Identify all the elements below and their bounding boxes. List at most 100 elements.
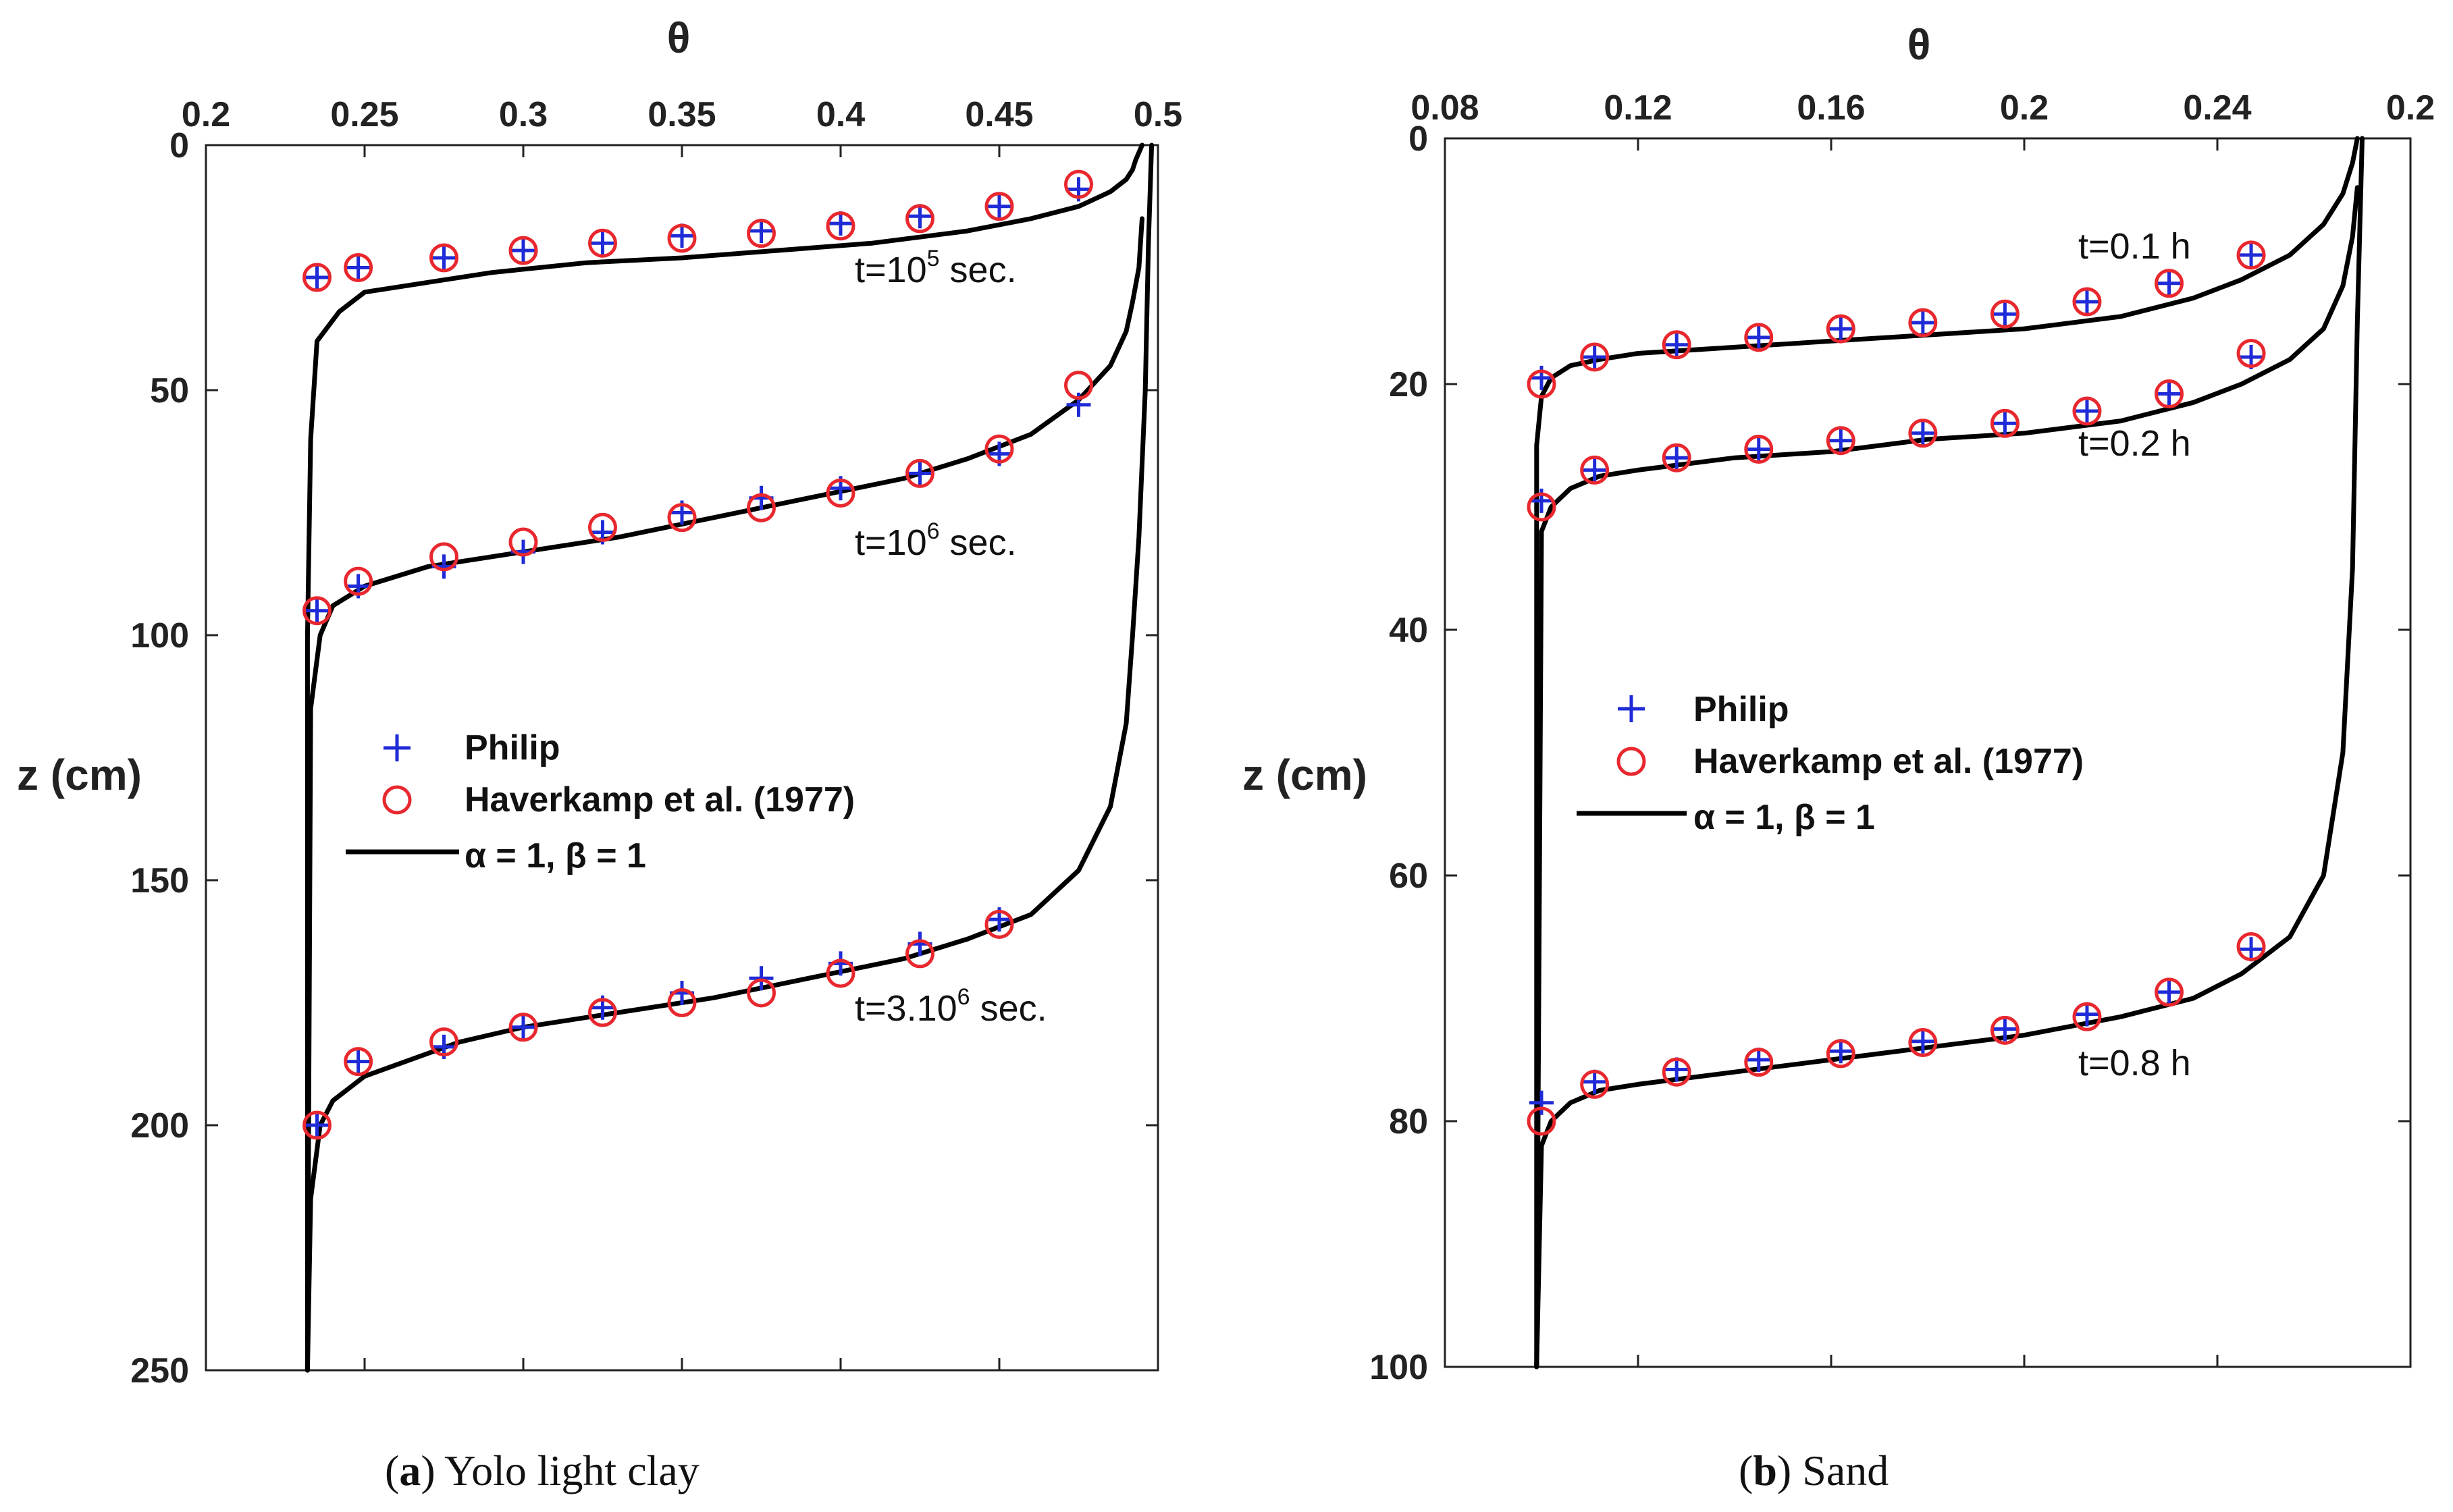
caption-a-letter: a — [399, 1447, 421, 1494]
haverkamp-point-b-17 — [2072, 396, 2102, 426]
haverkamp-point-a-30 — [905, 939, 934, 969]
philip-point-b-12 — [1664, 446, 1689, 470]
y-tick-label-b-3: 60 — [1389, 857, 1428, 896]
haverkamp-point-b-14 — [1826, 426, 1855, 456]
philip-point-a-7 — [828, 211, 853, 236]
legend-b-philip-label: Philip — [1693, 690, 1789, 729]
philip-point-a-22 — [305, 1113, 329, 1137]
y-tick-label-a-2: 100 — [130, 616, 189, 655]
haverkamp-point-b-27 — [2072, 1002, 2102, 1031]
haverkamp-point-a-12 — [344, 566, 373, 596]
haverkamp-point-b-15 — [1908, 418, 1938, 448]
haverkamp-point-a-19 — [905, 458, 934, 488]
legend-a-haverkamp-marker — [382, 785, 412, 815]
haverkamp-point-a-4 — [588, 228, 617, 258]
haverkamp-point-b-5 — [1908, 308, 1938, 338]
caption-a: (a) Yolo light clay — [385, 1447, 700, 1494]
annotation-a-t3-base: t=3.10 — [855, 988, 957, 1029]
philip-point-b-9 — [2239, 242, 2264, 267]
haverkamp-point-b-3 — [1744, 323, 1774, 352]
x-tick-label-a-2: 0.3 — [499, 95, 548, 134]
haverkamp-point-a-14 — [508, 527, 538, 557]
philip-point-a-6 — [749, 219, 774, 244]
haverkamp-point-a-1 — [344, 253, 373, 282]
plot-a: 0.2 0.25 0.3 0.35 0.4 0.45 0.5 0 50 100 150 200 250 — [130, 95, 1182, 1390]
y-axis-title-a: z (cm) — [17, 751, 142, 799]
haverkamp-point-a-25 — [508, 1013, 538, 1042]
annotation-a-t2-base: t=10 — [855, 522, 927, 563]
model-curve-b-2 — [1534, 185, 2360, 1370]
model-curve-a-1 — [305, 142, 1144, 1373]
x-tick-label-b-4: 0.24 — [2183, 88, 2251, 128]
haverkamp-point-b-1 — [1580, 342, 1610, 372]
philip-point-a-19 — [907, 461, 932, 486]
model-curve-b-3 — [1534, 136, 2365, 1370]
annotations-a: t=105 sec. t=106 sec. t=3.10 6 sec. — [855, 246, 1047, 1029]
philip-point-b-20 — [1529, 1090, 1554, 1115]
haverkamp-point-a-0 — [302, 263, 332, 292]
plot-frame-a — [205, 144, 1159, 1372]
philip-point-b-17 — [2074, 399, 2099, 424]
philip-point-a-3 — [511, 238, 535, 263]
philip-point-a-28 — [749, 966, 774, 991]
haverkamp-point-a-22 — [302, 1110, 332, 1140]
philip-point-b-18 — [2157, 381, 2182, 406]
caption-b-open: ( — [1739, 1447, 1753, 1494]
y-tick-label-a-5: 250 — [130, 1351, 189, 1390]
philip-point-b-22 — [1664, 1057, 1689, 1082]
haverkamp-point-a-18 — [826, 478, 855, 508]
annotation-a-t3-rest: sec. — [970, 988, 1047, 1029]
haverkamp-point-b-21 — [1580, 1069, 1610, 1099]
haverkamp-point-b-7 — [2072, 287, 2102, 317]
haverkamp-point-a-13 — [429, 542, 458, 572]
x-tick-label-a-4: 0.4 — [816, 95, 865, 134]
x-tick-label-a-6: 0.5 — [1134, 95, 1182, 134]
haverkamp-point-a-3 — [508, 236, 538, 265]
philip-point-b-0 — [1529, 365, 1554, 390]
philip-point-b-1 — [1582, 344, 1607, 369]
philip-point-a-4 — [590, 231, 615, 256]
philip-point-b-7 — [2074, 290, 2099, 315]
philip-point-b-5 — [1910, 310, 1935, 335]
haverkamp-point-b-6 — [1990, 299, 2020, 329]
annotation-a-t2-sup: 6 — [927, 518, 940, 544]
caption-a-open: ( — [385, 1447, 399, 1494]
legend-b-haverkamp-marker — [1616, 747, 1646, 776]
haverkamp-point-b-13 — [1744, 434, 1774, 464]
y-tick-label-a-0: 0 — [169, 126, 189, 165]
haverkamp-point-b-2 — [1662, 330, 1691, 360]
x-tick-label-b-5: 0.2 — [2386, 88, 2435, 128]
philip-point-b-2 — [1664, 332, 1689, 357]
x-tick-label-a-1: 0.25 — [330, 95, 398, 134]
legend-a-philip-label: Philip — [465, 728, 560, 767]
philip-point-b-26 — [1993, 1017, 2017, 1042]
legend-b-philip-marker — [1618, 695, 1645, 722]
haverkamp-point-a-7 — [826, 211, 855, 241]
caption-b: (b) Sand — [1739, 1447, 1889, 1494]
annotations-b: t=0.1 h t=0.2 h t=0.8 h — [2078, 226, 2191, 1083]
legend-a-model-label: α = 1, β = 1 — [465, 836, 646, 875]
x-tick-label-b-2: 0.16 — [1797, 88, 1865, 128]
panel-a-yolo-light-clay: 0.2 0.25 0.3 0.35 0.4 0.45 0.5050100150200250 … — [17, 14, 1182, 1494]
philip-point-a-23 — [346, 1049, 371, 1074]
haverkamp-point-b-8 — [2155, 269, 2184, 298]
legend-a-haverkamp-label: Haverkamp et al. (1977) — [465, 780, 855, 819]
legend-b-model-label: α = 1, β = 1 — [1693, 798, 1875, 837]
philip-point-a-1 — [346, 255, 371, 280]
haverkamp-point-a-20 — [984, 434, 1014, 464]
annotation-a-t1: t=105 sec. — [855, 246, 1017, 290]
y-tick-label-b-0: 0 — [1408, 119, 1428, 159]
y-tick-label-a-4: 200 — [130, 1106, 189, 1145]
haverkamp-point-b-11 — [1580, 455, 1610, 485]
philip-point-b-29 — [2239, 937, 2264, 962]
philip-point-a-0 — [305, 265, 329, 290]
haverkamp-point-b-29 — [2236, 932, 2266, 962]
caption-b-letter: b — [1753, 1447, 1777, 1494]
x-tick-label-b-0: 0.08 — [1410, 88, 1479, 128]
plot-frame-b — [1444, 137, 2412, 1368]
annotation-a-t2: t=106 sec. — [855, 518, 1017, 563]
annotation-b-t2: t=0.2 h — [2078, 423, 2191, 464]
haverkamp-point-a-27 — [667, 988, 697, 1017]
haverkamp-point-a-31 — [984, 909, 1014, 939]
philip-point-b-14 — [1828, 428, 1853, 453]
